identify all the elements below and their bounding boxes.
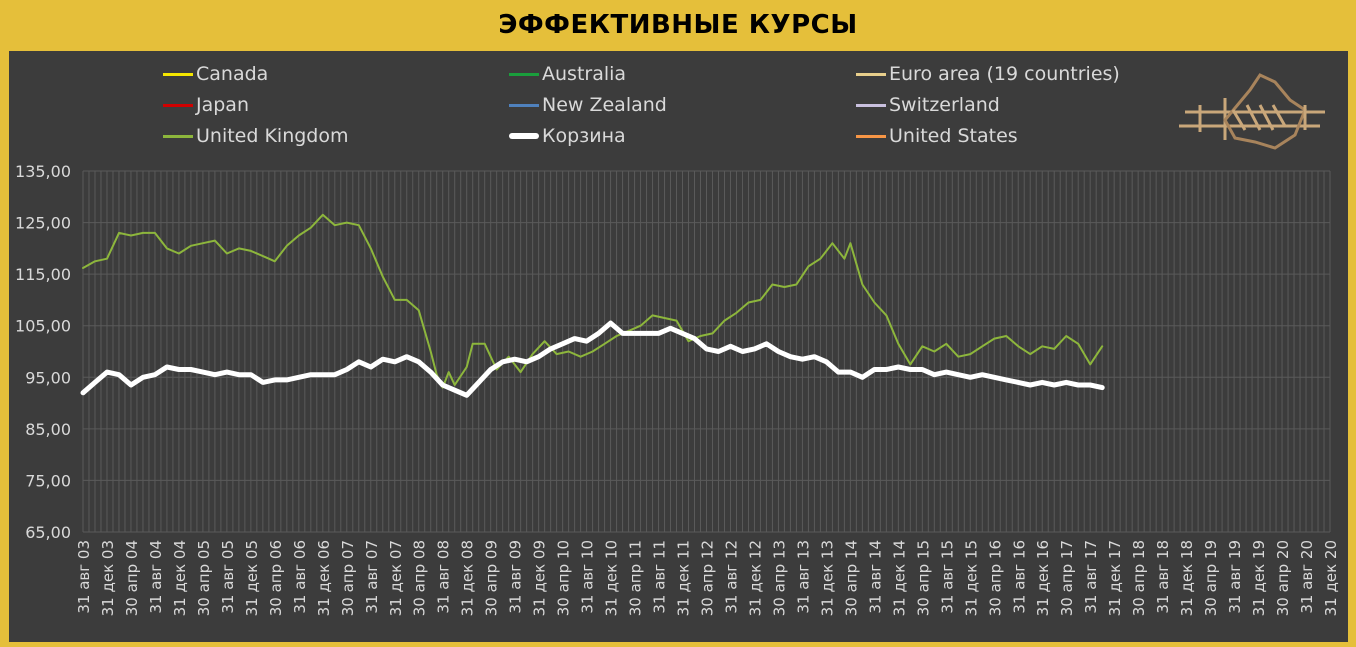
x-tick-label: 30 апр 08 — [411, 540, 429, 616]
legend-label: United States — [889, 125, 1018, 147]
series-line-united-kingdom — [82, 213, 1104, 389]
x-tick-label: 31 дек 20 — [1322, 540, 1340, 616]
x-tick-label: 31 авг 03 — [75, 540, 93, 614]
x-tick-label: 30 апр 06 — [267, 540, 285, 616]
legend-item: New Zealand — [509, 94, 667, 116]
x-tick-label: 30 апр 04 — [123, 540, 141, 616]
x-tick-label: 31 авг 20 — [1298, 540, 1316, 614]
legend-swatch — [163, 103, 193, 107]
x-tick-label: 31 авг 04 — [147, 540, 165, 614]
x-tick-label: 31 авг 08 — [435, 540, 453, 614]
x-tick-label: 31 авг 16 — [1010, 540, 1028, 614]
legend-swatch — [509, 133, 539, 139]
x-tick-label: 31 дек 14 — [890, 540, 908, 616]
legend-swatch — [509, 103, 539, 107]
legend-label: Canada — [196, 63, 269, 85]
x-tick-label: 30 апр 13 — [770, 540, 788, 616]
y-tick-label: 85,00 — [25, 420, 71, 439]
legend-label: Australia — [542, 63, 627, 85]
series — [80, 213, 1105, 398]
x-tick-label: 30 апр 05 — [195, 540, 213, 616]
x-tick-label: 30 апр 10 — [555, 540, 573, 616]
x-tick-label: 31 дек 07 — [387, 540, 405, 616]
brand-logo — [1179, 73, 1325, 150]
x-tick-label: 31 дек 12 — [746, 540, 764, 616]
x-tick-label: 31 дек 19 — [1250, 540, 1268, 616]
x-tick-label: 31 авг 11 — [651, 540, 669, 614]
legend-item: United Kingdom — [163, 125, 349, 147]
x-tick-label: 30 апр 17 — [1058, 540, 1076, 616]
x-tick-label: 31 авг 13 — [794, 540, 812, 614]
x-tick-label: 31 дек 06 — [315, 540, 333, 616]
legend-swatch — [856, 72, 886, 76]
legend-label: Switzerland — [889, 94, 1000, 116]
y-tick-label: 75,00 — [25, 471, 71, 490]
x-tick-label: 31 дек 18 — [1178, 540, 1196, 616]
x-tick-label: 31 авг 14 — [866, 540, 884, 614]
legend-swatch — [856, 134, 886, 138]
x-tick-label: 31 авг 19 — [1226, 540, 1244, 614]
x-tick-label: 30 апр 09 — [483, 540, 501, 616]
legend-item: Japan — [163, 94, 249, 116]
x-tick-label: 31 дек 05 — [243, 540, 261, 616]
legend-swatch — [856, 103, 886, 107]
axes: 65,00 75,00 85,00 95,00 105,00 115,00 125,00 13… — [15, 162, 1340, 616]
x-tick-label: 31 дек 09 — [531, 540, 549, 616]
x-tick-label: 30 апр 18 — [1130, 540, 1148, 616]
legend-swatch — [163, 72, 193, 76]
x-tick-label: 31 дек 13 — [818, 540, 836, 616]
legend-swatch — [509, 72, 539, 76]
x-tick-label: 30 апр 11 — [627, 540, 645, 616]
x-tick-label: 30 апр 20 — [1274, 540, 1292, 616]
legend-item: Canada — [163, 63, 268, 85]
x-tick-label: 31 дек 10 — [603, 540, 621, 616]
x-tick-label: 31 дек 08 — [459, 540, 477, 616]
grid — [82, 170, 1331, 533]
y-tick-label: 105,00 — [15, 317, 71, 336]
x-tick-label: 31 авг 12 — [722, 540, 740, 614]
chart-title: ЭФФЕКТИВНЫЕ КУРСЫ — [498, 10, 858, 40]
x-tick-label: 31 авг 18 — [1154, 540, 1172, 614]
x-tick-label: 31 авг 10 — [579, 540, 597, 614]
legend-item: United States — [856, 125, 1018, 147]
x-tick-label: 31 авг 07 — [363, 540, 381, 614]
legend-item: Euro area (19 countries) — [856, 63, 1120, 85]
legend-item: Australia — [509, 63, 626, 85]
legend-label: Euro area (19 countries) — [889, 63, 1120, 85]
x-tick-label: 31 дек 15 — [962, 540, 980, 616]
x-tick-label: 31 дек 16 — [1034, 540, 1052, 616]
x-tick-label: 31 дек 11 — [675, 540, 693, 616]
legend-swatch — [163, 134, 193, 138]
legend-label: New Zealand — [542, 94, 667, 116]
x-tick-label: 30 апр 19 — [1202, 540, 1220, 616]
y-tick-label: 115,00 — [15, 265, 71, 284]
y-tick-label: 125,00 — [15, 214, 71, 233]
series-line-basket — [80, 320, 1105, 398]
x-tick-label: 31 дек 17 — [1106, 540, 1124, 616]
x-tick-label: 31 авг 17 — [1082, 540, 1100, 614]
x-tick-label: 31 авг 05 — [219, 540, 237, 614]
x-tick-label: 31 дек 03 — [99, 540, 117, 616]
x-tick-label: 30 апр 16 — [986, 540, 1004, 616]
legend-label: Корзина — [542, 125, 626, 147]
legend-item: Switzerland — [856, 94, 1000, 116]
x-tick-label: 30 апр 14 — [842, 540, 860, 616]
x-tick-label: 31 авг 09 — [507, 540, 525, 614]
legend-label: Japan — [196, 94, 249, 116]
y-tick-label: 65,00 — [25, 523, 71, 542]
x-tick-label: 30 апр 07 — [339, 540, 357, 616]
x-tick-label: 31 дек 04 — [171, 540, 189, 616]
x-tick-label: 30 апр 12 — [699, 540, 717, 616]
legend-label: United Kingdom — [196, 125, 349, 147]
x-tick-label: 30 апр 15 — [914, 540, 932, 616]
y-tick-label: 135,00 — [15, 162, 71, 181]
x-tick-label: 31 авг 15 — [938, 540, 956, 614]
chart-panel — [9, 51, 1348, 642]
y-tick-label: 95,00 — [25, 368, 71, 387]
legend-item: Корзина — [509, 125, 626, 147]
x-tick-label: 31 авг 06 — [291, 540, 309, 614]
